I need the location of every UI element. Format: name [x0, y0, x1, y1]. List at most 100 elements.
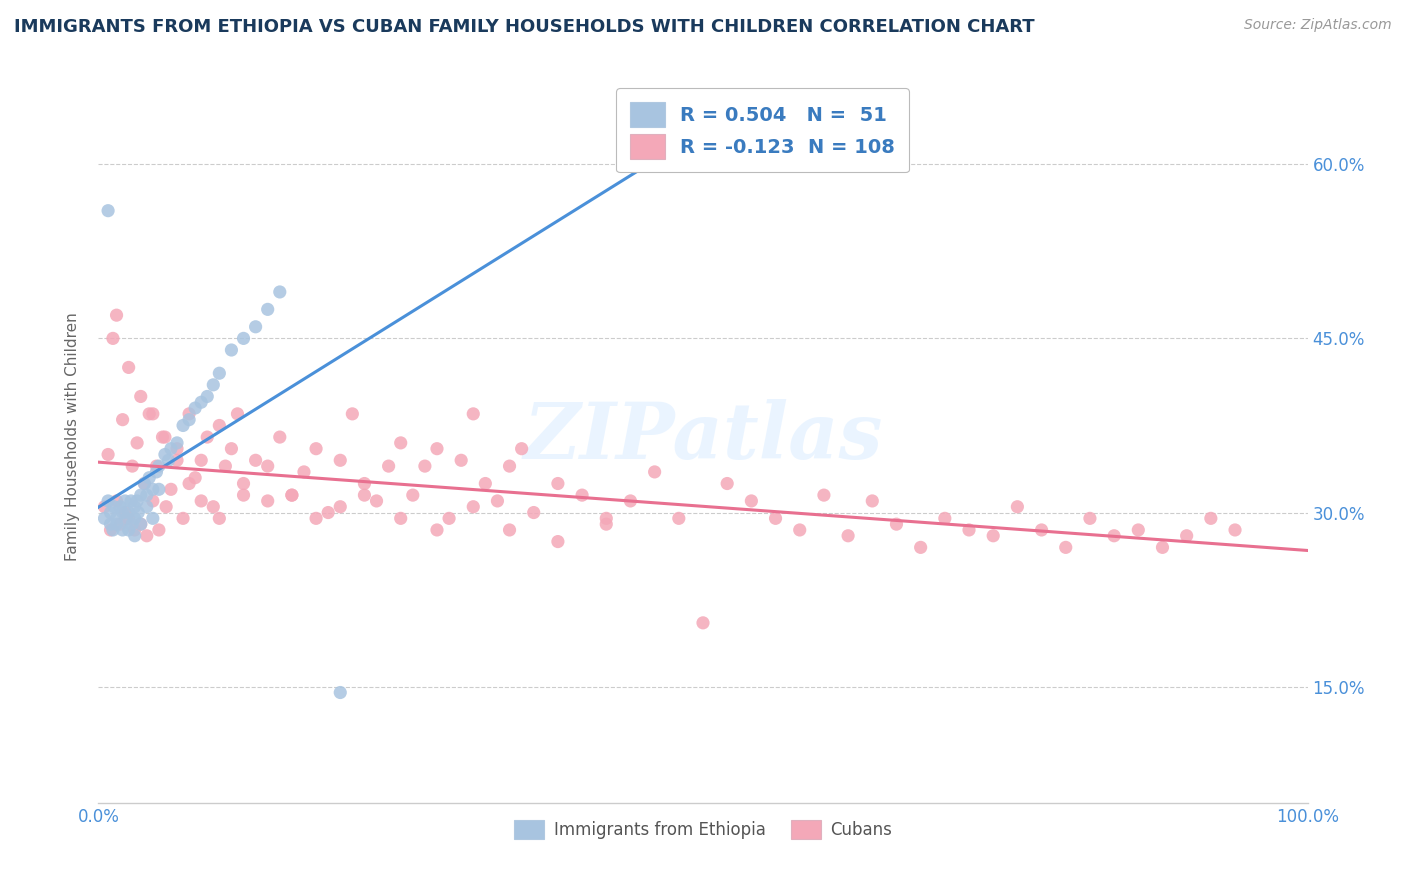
Point	[100, 506, 122, 520]
Point	[108, 517, 131, 532]
Point	[644, 465, 666, 479]
Point	[179, 476, 201, 491]
Point	[129, 389, 152, 403]
Point	[1031, 523, 1053, 537]
Point	[256, 494, 278, 508]
Point	[129, 517, 152, 532]
Point	[305, 442, 328, 456]
Point	[934, 511, 956, 525]
Point	[910, 541, 932, 555]
Point	[245, 319, 267, 334]
Point	[571, 488, 593, 502]
Point	[105, 494, 128, 508]
Point	[221, 343, 243, 357]
Point	[124, 529, 146, 543]
Point	[179, 412, 201, 426]
Point	[450, 453, 472, 467]
Point	[179, 407, 201, 421]
Point	[389, 511, 412, 525]
Point	[114, 494, 136, 508]
Point	[226, 407, 249, 421]
Point	[214, 459, 236, 474]
Point	[160, 483, 183, 497]
Point	[142, 494, 165, 508]
Point	[474, 476, 496, 491]
Point	[153, 430, 176, 444]
Point	[129, 517, 152, 532]
Point	[765, 511, 787, 525]
Point	[202, 500, 225, 514]
Point	[269, 430, 291, 444]
Point	[111, 523, 134, 537]
Point	[97, 448, 120, 462]
Point	[463, 500, 485, 514]
Point	[426, 442, 449, 456]
Point	[486, 494, 509, 508]
Point	[523, 506, 546, 520]
Point	[413, 459, 436, 474]
Point	[100, 523, 122, 537]
Point	[121, 459, 143, 474]
Point	[153, 448, 176, 462]
Point	[498, 523, 520, 537]
Point	[108, 500, 131, 514]
Point	[837, 529, 859, 543]
Point	[957, 523, 980, 537]
Y-axis label: Family Households with Children: Family Households with Children	[65, 313, 80, 561]
Point	[93, 500, 115, 514]
Point	[1175, 529, 1198, 543]
Point	[135, 500, 157, 514]
Point	[789, 523, 811, 537]
Point	[124, 523, 146, 537]
Point	[184, 471, 207, 485]
Legend: Immigrants from Ethiopia, Cubans: Immigrants from Ethiopia, Cubans	[508, 814, 898, 846]
Point	[463, 407, 485, 421]
Point	[97, 494, 120, 508]
Point	[124, 500, 146, 514]
Point	[101, 331, 124, 345]
Point	[166, 442, 188, 456]
Point	[498, 459, 520, 474]
Point	[166, 453, 188, 467]
Point	[208, 418, 231, 433]
Point	[157, 453, 180, 467]
Point	[329, 500, 352, 514]
Point	[118, 360, 141, 375]
Point	[142, 407, 165, 421]
Text: IMMIGRANTS FROM ETHIOPIA VS CUBAN FAMILY HOUSEHOLDS WITH CHILDREN CORRELATION CH: IMMIGRANTS FROM ETHIOPIA VS CUBAN FAMILY…	[14, 18, 1035, 36]
Point	[148, 483, 170, 497]
Point	[402, 488, 425, 502]
Point	[155, 500, 177, 514]
Point	[142, 511, 165, 525]
Point	[232, 331, 254, 345]
Point	[129, 488, 152, 502]
Point	[305, 511, 328, 525]
Point	[148, 459, 170, 474]
Point	[595, 511, 617, 525]
Point	[232, 488, 254, 502]
Point	[1054, 541, 1077, 555]
Point	[716, 476, 738, 491]
Point	[195, 430, 218, 444]
Point	[111, 412, 134, 426]
Point	[281, 488, 304, 502]
Point	[190, 453, 212, 467]
Point	[202, 377, 225, 392]
Point	[329, 453, 352, 467]
Point	[190, 494, 212, 508]
Point	[886, 517, 908, 532]
Point	[547, 476, 569, 491]
Point	[1128, 523, 1150, 537]
Point	[1007, 500, 1029, 514]
Point	[105, 308, 128, 322]
Point	[100, 517, 122, 532]
Point	[138, 407, 160, 421]
Point	[127, 506, 149, 520]
Point	[692, 615, 714, 630]
Point	[103, 500, 125, 514]
Point	[111, 506, 134, 520]
Point	[342, 407, 364, 421]
Point	[619, 494, 641, 508]
Point	[152, 430, 174, 444]
Point	[426, 523, 449, 537]
